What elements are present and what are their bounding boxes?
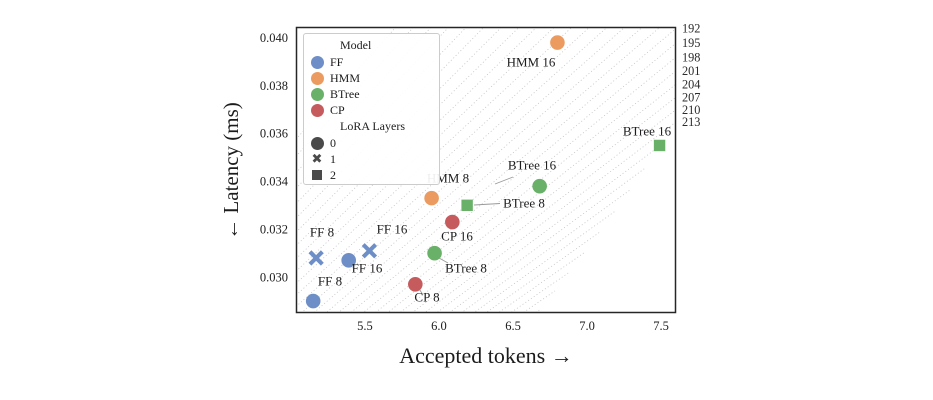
legend-model-items: FF HMM BTree CP <box>304 54 439 118</box>
data-point-square <box>653 139 666 152</box>
rate-lines <box>296 27 676 313</box>
rate-line-label: 195 <box>682 36 700 50</box>
plot-border <box>295 26 677 314</box>
legend-model-title: Model <box>340 38 372 52</box>
legend-lora-title: LoRA Layers <box>340 119 405 133</box>
x-tick-label: 7.5 <box>653 319 669 333</box>
legend-box: Model FF HMM BTree CP LoRA Layers 0 ✖ 1 2 <box>303 33 440 185</box>
data-point-circle <box>532 178 547 194</box>
point-label: FF 16 <box>352 260 383 275</box>
point-label: FF 16 <box>377 221 408 236</box>
data-point-x <box>308 250 324 266</box>
data-point-circle <box>445 214 460 230</box>
legend-circle-marker-icon <box>304 71 330 85</box>
data-point-circle <box>427 245 442 261</box>
rate-line <box>398 96 676 313</box>
legend-model-item-ff: FF <box>304 54 439 70</box>
rate-line <box>300 27 626 313</box>
x-tick-label: 7.0 <box>579 319 595 333</box>
data-point-x <box>361 243 378 259</box>
legend-circle-marker-icon <box>304 87 330 101</box>
rate-line-label: 213 <box>682 115 700 129</box>
legend-circle-marker-icon <box>304 55 330 69</box>
rate-line-label: 210 <box>682 103 700 117</box>
y-tick-label: 0.040 <box>260 31 288 45</box>
rate-line-label: 204 <box>682 77 700 91</box>
y-tick-label: 0.038 <box>260 79 288 93</box>
y-tick-label: 0.030 <box>260 270 288 284</box>
point-label: CP 16 <box>441 228 473 243</box>
legend-lora-item-0: 0 <box>304 135 439 151</box>
legend-lora-items: 0 ✖ 1 2 <box>304 135 439 183</box>
legend-lora-label: 1 <box>330 152 336 166</box>
y-tick-label: 0.032 <box>260 222 288 236</box>
legend-lora-label: 0 <box>330 136 336 150</box>
legend-model-item-hmm: HMM <box>304 70 439 86</box>
point-label: CP 8 <box>414 289 439 304</box>
point-label: BTree 16 <box>508 157 557 172</box>
legend-model-item-btree: BTree <box>304 86 439 102</box>
legend-model-item-cp: CP <box>304 102 439 118</box>
annotation-leader-line <box>494 176 514 185</box>
legend-circle-marker-icon <box>304 103 330 117</box>
rate-line <box>296 27 591 296</box>
annotation-leader-line <box>473 203 501 206</box>
data-point-circle <box>424 190 439 206</box>
rate-line <box>296 27 608 307</box>
rate-line <box>296 27 573 284</box>
x-tick-label: 6.5 <box>505 319 521 333</box>
x-axis-label: Accepted tokens → <box>399 343 573 368</box>
data-point-square <box>461 199 473 212</box>
annotation-leader-line <box>438 257 449 264</box>
legend-model-label: BTree <box>330 87 360 101</box>
point-label: BTree 16 <box>623 123 672 138</box>
x-tick-label: 5.5 <box>357 319 373 333</box>
rate-line <box>435 144 662 313</box>
rate-line-label: 207 <box>682 90 700 104</box>
rate-line <box>485 231 601 313</box>
legend-lora-label: 2 <box>330 168 336 182</box>
rate-line-label: 201 <box>682 64 700 78</box>
y-tick-label: 0.036 <box>260 127 288 141</box>
point-label: FF 8 <box>310 224 334 239</box>
rate-line-label: 198 <box>682 50 700 64</box>
rate-line <box>337 28 676 313</box>
rate-line <box>423 121 676 313</box>
data-point-circle <box>408 276 423 292</box>
x-tick-label: 6.0 <box>431 319 447 333</box>
legend-circle-marker-icon <box>304 136 330 150</box>
point-label: BTree 8 <box>445 260 487 275</box>
legend-lora-item-2: 2 <box>304 167 439 183</box>
rate-line <box>312 27 644 313</box>
data-point-circle <box>341 253 356 268</box>
point-label: HMM 16 <box>507 54 556 69</box>
rate-line <box>362 56 676 313</box>
point-label: FF 8 <box>318 273 342 288</box>
legend-model-label: FF <box>330 55 344 69</box>
y-tick-label: 0.034 <box>260 175 289 189</box>
legend-model-label: CP <box>330 103 345 117</box>
legend-x-marker-icon: ✖ <box>311 151 323 167</box>
legend-square-marker-icon <box>304 170 330 180</box>
legend-lora-item-1: ✖ 1 <box>304 151 439 167</box>
data-point-circle <box>305 293 321 309</box>
data-point-circle <box>550 35 565 50</box>
rate-line-label: 192 <box>682 22 700 36</box>
y-axis-label: ← Latency (ms) <box>219 102 243 240</box>
point-label: BTree 8 <box>503 195 545 210</box>
legend-model-label: HMM <box>330 71 361 85</box>
rate-line <box>349 42 676 313</box>
